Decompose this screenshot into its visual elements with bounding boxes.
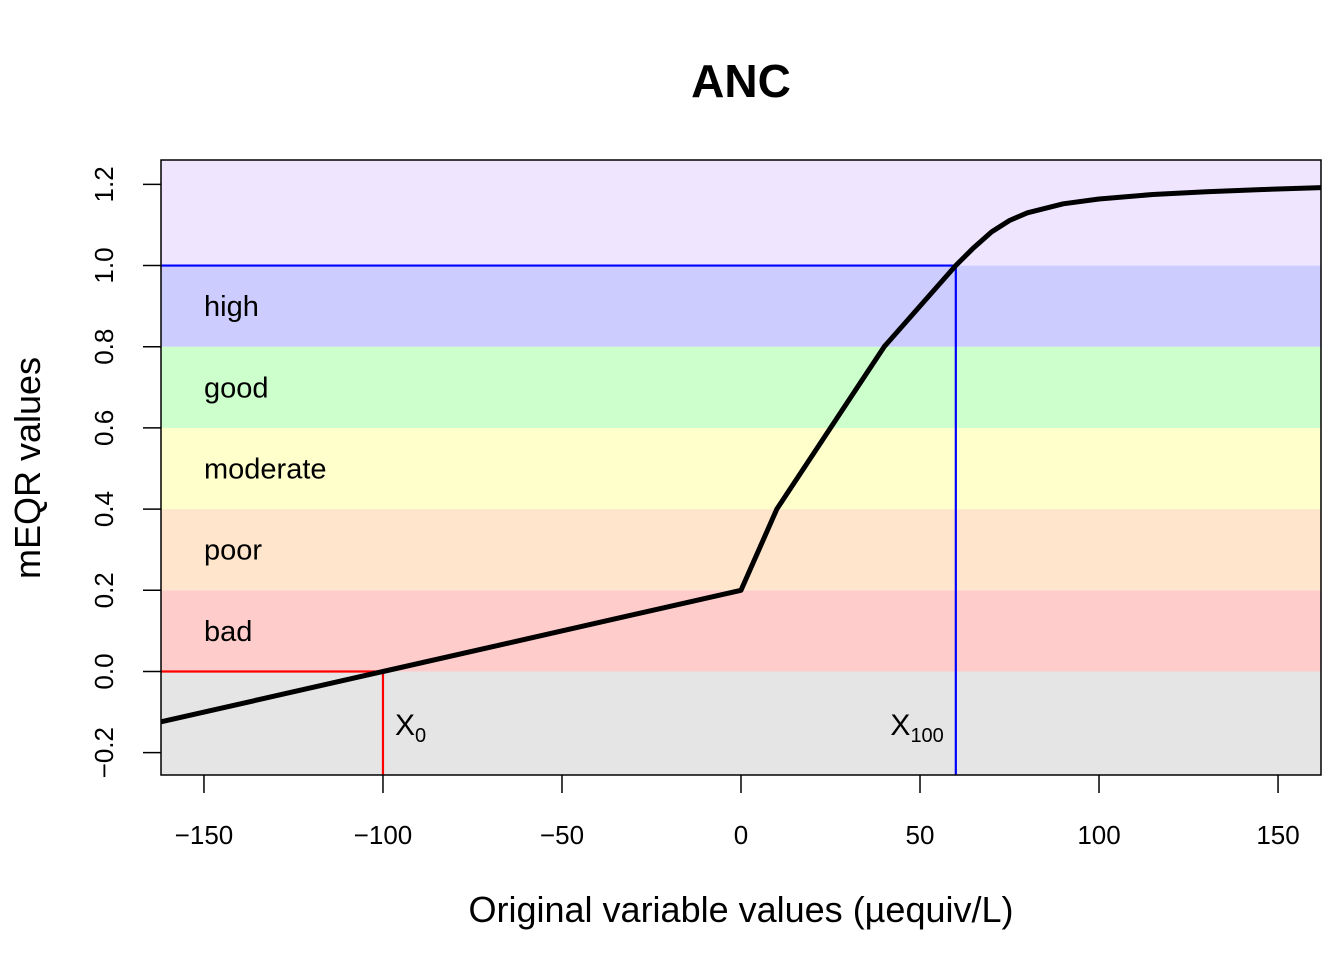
marker-label-subscript: 100	[910, 725, 943, 747]
band-labels: bad poor moderate good high	[204, 291, 327, 648]
band-label-poor: poor	[204, 535, 262, 567]
y-tick-label: 1.2	[89, 166, 119, 202]
reference-lines	[161, 264, 957, 775]
x-tick-label: −100	[354, 820, 413, 850]
x-tick-label: 150	[1256, 820, 1299, 850]
y-tick-label: 0.6	[89, 410, 119, 446]
marker-label-1: X100	[890, 709, 943, 747]
series-line-0	[160, 185, 1322, 725]
band-good	[161, 346, 1321, 428]
marker-labels: X0 X100	[395, 709, 944, 747]
band-bad	[161, 590, 1321, 672]
x-tick-label: 50	[906, 820, 935, 850]
x-tick-label: 0	[734, 820, 748, 850]
band-label-bad: bad	[204, 616, 252, 648]
y-tick-label: −0.2	[89, 727, 119, 778]
band-moderate	[161, 427, 1321, 510]
y-tick-label: 0.4	[89, 491, 119, 527]
y-axis-title: mEQR values	[7, 357, 48, 579]
band-zone-0	[161, 671, 1321, 775]
band-zone-6	[161, 160, 1321, 266]
x-axis-title: Original variable values (µequiv/L)	[469, 889, 1014, 930]
marker-label-main: X	[890, 709, 910, 742]
y-tick-label: 0.2	[89, 572, 119, 608]
y-axis: −0.2 0.0 0.2 0.4 0.6 0.8 1.0 1.2	[89, 166, 161, 778]
y-tick-label: 0.8	[89, 329, 119, 365]
marker-label-0: X0	[395, 709, 426, 747]
y-tick-label: 1.0	[89, 247, 119, 283]
band-label-good: good	[204, 372, 269, 404]
x-axis: −150 −100 −50 0 50 100 150	[175, 775, 1300, 850]
marker-label-main: X	[395, 709, 415, 742]
quality-bands	[161, 160, 1321, 775]
band-poor	[161, 509, 1321, 591]
marker-label-subscript: 0	[415, 725, 426, 747]
series-layer	[160, 185, 1322, 725]
x-tick-label: −50	[540, 820, 584, 850]
x-tick-label: 100	[1077, 820, 1120, 850]
chart-title: ANC	[691, 55, 791, 107]
band-label-high: high	[204, 291, 259, 323]
band-high	[161, 265, 1321, 347]
band-label-moderate: moderate	[204, 454, 327, 486]
x-tick-label: −150	[175, 820, 234, 850]
y-tick-label: 0.0	[89, 653, 119, 689]
